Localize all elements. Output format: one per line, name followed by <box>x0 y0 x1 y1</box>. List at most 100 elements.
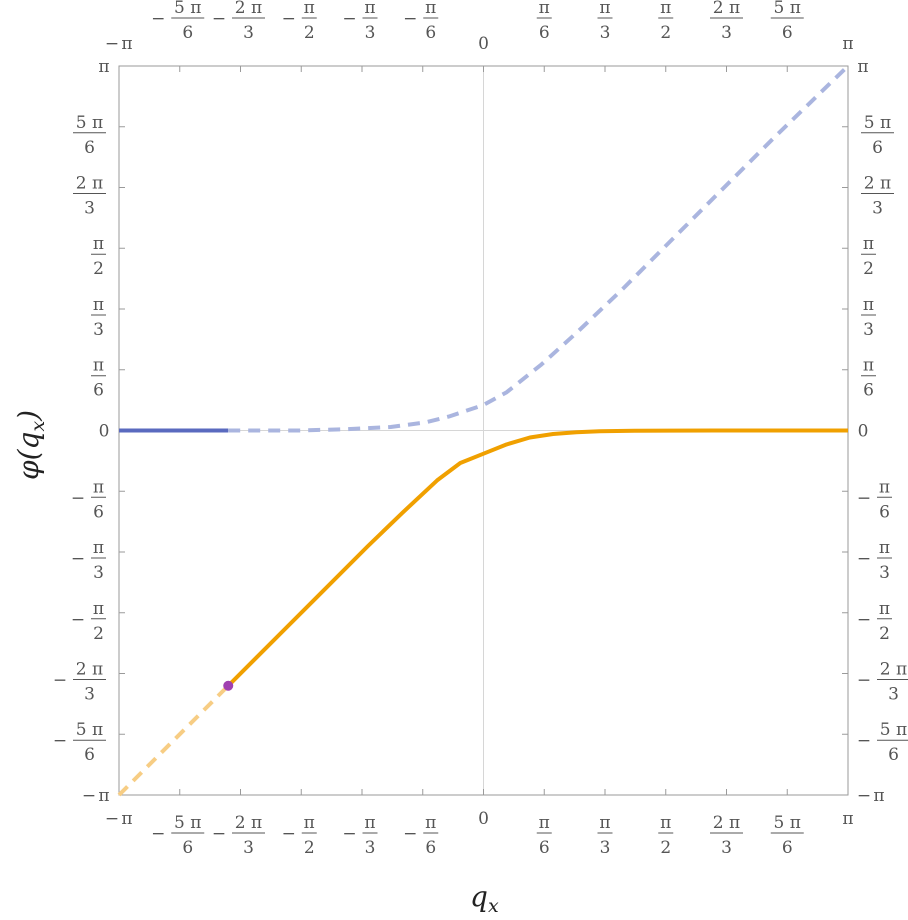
y-tick-label-left-6: 0 <box>99 422 110 442</box>
tick-denominator: 2 <box>93 624 104 644</box>
x-tick-label-top-5: −π 6 <box>403 0 439 43</box>
x-tick-label-top-1: −5 π 6 <box>151 0 205 43</box>
tick-minus-sign: − <box>82 786 96 806</box>
tick-minus-sign: − <box>71 488 85 508</box>
tick-numerator: π <box>93 295 104 315</box>
tick-numerator: π <box>304 813 315 833</box>
x-tick-label-bottom-1: −5 π 6 <box>151 813 205 858</box>
tick-numerator: π <box>599 0 610 18</box>
x-tick-label-bottom-6: 0 <box>478 809 489 829</box>
tick-minus-sign: − <box>342 824 356 844</box>
tick-denominator: 3 <box>879 563 890 583</box>
y-tick-label-right-10: 2 π3 <box>861 173 894 218</box>
tick-numerator: 2 π <box>76 660 103 680</box>
x-tick-label-bottom-12: π <box>842 809 853 829</box>
tick-denominator: 6 <box>872 138 883 158</box>
x-tick-label-top-6: 0 <box>478 34 489 54</box>
tick-denominator: 6 <box>93 381 104 401</box>
tick-minus-sign: − <box>857 488 871 508</box>
x-tick-label-top-7: π6 <box>536 0 552 43</box>
tick-denominator: 3 <box>863 320 874 340</box>
tick-minus-sign: − <box>105 34 119 54</box>
tick-minus-sign: − <box>857 549 871 569</box>
tick-denominator: 6 <box>93 502 104 522</box>
tick-numerator: π <box>539 0 550 18</box>
tick-denominator: 6 <box>539 838 550 858</box>
tick-value: π <box>121 809 132 829</box>
tick-numerator: 5 π <box>774 0 801 18</box>
x-tick-label-top-4: −π 3 <box>342 0 378 43</box>
tick-numerator: 2 π <box>76 173 103 193</box>
tick-denominator: 3 <box>721 838 732 858</box>
tick-value: 0 <box>478 34 489 54</box>
tick-numerator: 2 π <box>235 0 262 18</box>
tick-numerator: π <box>660 813 671 833</box>
tick-numerator: 2 π <box>713 0 740 18</box>
tick-denominator: 3 <box>872 198 883 218</box>
tick-denominator: 2 <box>93 259 104 279</box>
y-tick-label-right-8: π3 <box>861 295 876 340</box>
tick-denominator: 3 <box>600 23 611 43</box>
tick-minus-sign: − <box>71 610 85 630</box>
tick-numerator: 5 π <box>174 0 201 18</box>
tick-numerator: π <box>660 0 671 18</box>
tick-numerator: 5 π <box>774 813 801 833</box>
tick-denominator: 6 <box>84 138 95 158</box>
y-tick-label-left-5: −π 6 <box>71 477 106 522</box>
tick-denominator: 3 <box>721 23 732 43</box>
series-line-2-solid <box>226 428 848 688</box>
tick-value: 0 <box>858 422 869 442</box>
tick-minus-sign: − <box>151 824 165 844</box>
y-tick-label-left-3: −π 2 <box>71 599 106 644</box>
x-tick-label-top-0: − π <box>105 34 133 54</box>
x-tick-label-top-9: π2 <box>658 0 674 43</box>
tick-denominator: 6 <box>782 23 793 43</box>
y-tick-label-right-2: −2 π 3 <box>857 660 908 705</box>
tick-numerator: π <box>364 813 375 833</box>
x-tick-label-top-11: 5 π6 <box>770 0 804 43</box>
x-tick-label-bottom-0: − π <box>105 809 133 829</box>
x-tick-label-top-12: π <box>842 34 853 54</box>
tick-numerator: 2 π <box>713 813 740 833</box>
y-tick-label-right-3: −π 2 <box>857 599 892 644</box>
tick-numerator: 2 π <box>864 173 891 193</box>
tick-numerator: π <box>879 477 890 497</box>
tick-value: π <box>98 786 109 806</box>
x-tick-label-top-3: −π 2 <box>282 0 317 43</box>
tick-minus-sign: − <box>151 9 165 29</box>
tick-denominator: 3 <box>600 838 611 858</box>
series-line-3-dashed <box>117 684 230 797</box>
tick-minus-sign: − <box>857 786 871 806</box>
tick-value: π <box>121 34 132 54</box>
tick-minus-sign: − <box>71 549 85 569</box>
tick-denominator: 6 <box>539 23 550 43</box>
tick-numerator: π <box>93 356 104 376</box>
tick-value: π <box>98 57 109 77</box>
y-tick-label-right-7: π6 <box>861 356 876 401</box>
tick-denominator: 3 <box>365 23 376 43</box>
tick-denominator: 3 <box>93 320 104 340</box>
tick-denominator: 3 <box>243 838 254 858</box>
y-tick-label-right-0: − π <box>857 786 885 806</box>
tick-denominator: 3 <box>243 23 254 43</box>
series-line-1-dashed <box>228 64 850 433</box>
y-tick-label-right-5: −π 6 <box>857 477 892 522</box>
tick-value: 0 <box>478 809 489 829</box>
tick-marks <box>118 65 849 796</box>
tick-labels: − π− π− π − π−5 π6−5 π6−5 π6−5 π6−2 π3−2 π3−2… <box>53 0 908 858</box>
x-tick-label-bottom-5: −π 6 <box>403 813 439 858</box>
x-tick-label-bottom-10: 2 π3 <box>710 813 744 858</box>
tick-minus-sign: − <box>282 824 296 844</box>
tick-numerator: π <box>863 295 874 315</box>
tick-denominator: 3 <box>84 685 95 705</box>
tick-minus-sign: − <box>403 9 417 29</box>
tick-numerator: π <box>863 234 874 254</box>
tick-denominator: 3 <box>365 838 376 858</box>
tick-minus-sign: − <box>857 610 871 630</box>
tick-denominator: 3 <box>84 198 95 218</box>
endpoint-marker-0 <box>223 680 234 691</box>
tick-denominator: 2 <box>660 838 671 858</box>
data-series <box>117 64 850 797</box>
tick-numerator: 2 π <box>880 660 907 680</box>
tick-value: π <box>842 34 853 54</box>
